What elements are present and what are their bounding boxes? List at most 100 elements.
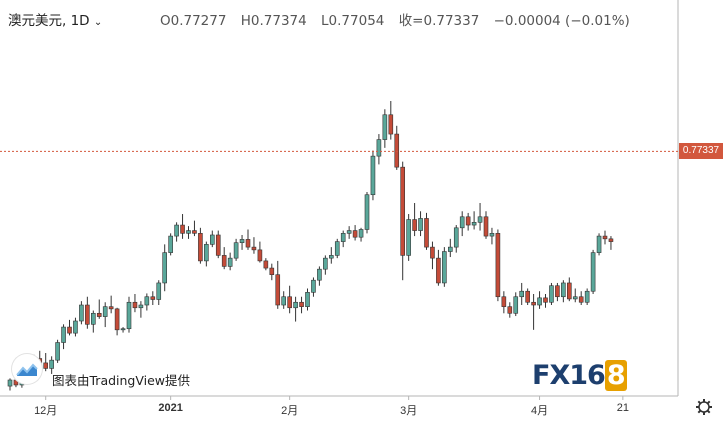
candle-body [227,257,233,267]
candlestick [578,291,584,306]
candle-body [346,230,352,234]
candlestick [108,295,114,314]
candlestick [144,293,150,311]
candlestick [251,237,257,254]
candlestick [400,161,406,281]
candle-body [174,224,179,237]
x-tick-label: 4月 [530,405,549,417]
candle-body [501,296,507,307]
candle-body [120,328,126,331]
candlestick [418,211,423,237]
x-tick-label: 3月 [400,405,418,417]
candlestick [412,203,417,237]
candle-body [561,282,566,298]
candlestick [596,233,602,256]
candlestick [572,288,578,303]
candlestick [323,255,328,275]
candle-body [400,166,406,256]
candle-body [144,296,150,306]
chevron-down-icon: ⌄ [93,17,103,28]
candlestick [73,317,78,337]
symbol-button[interactable]: 澳元美元, 1D ⌄ [8,9,102,29]
candlestick [299,296,304,314]
candlestick [477,203,483,231]
candlestick [424,212,429,250]
x-tick-label: 12月 [34,405,58,417]
candlestick [531,293,536,330]
candle-body [602,235,608,240]
candlestick [489,227,495,245]
candlestick [352,225,358,241]
candlestick [281,291,287,309]
candlestick [317,266,322,286]
candlestick [102,302,108,328]
candlestick [549,282,554,306]
candlestick [566,277,572,302]
candle-body [317,268,322,281]
candlestick [555,282,560,302]
candle-body [204,244,209,262]
candlestick [215,230,221,259]
candlestick [346,226,352,239]
candle-body [364,194,370,230]
candle-body [215,234,221,256]
candle-body [513,296,519,314]
candlestick [584,288,590,306]
attribution-text[interactable]: 图表由TradingView提供 [52,373,191,388]
candle-body [108,306,114,310]
candlestick [483,211,489,239]
candle-body [49,359,54,369]
candle-body [549,285,554,303]
candlestick [340,230,346,248]
candlestick [114,307,120,336]
candle-body [233,242,239,259]
candlestick [287,285,292,314]
open-value: O0.77277 [160,13,227,29]
candlestick [394,125,400,170]
candle-body [198,233,203,262]
candle-body [525,290,530,303]
candlestick [513,292,519,317]
candle-body [263,260,269,269]
candle-body [96,312,102,317]
candle-body [447,246,453,252]
candle-body [79,304,84,322]
candle-body [245,239,251,248]
candlestick [364,191,370,234]
candle-body [489,233,495,237]
candlestick [156,280,162,306]
candle-body [418,218,423,231]
candlestick [227,252,233,271]
candlestick [590,249,596,294]
candle-body [566,282,572,300]
candle-body [495,233,501,298]
tradingview-logo-icon[interactable] [12,354,42,384]
candlestick [430,241,435,270]
candlestick [561,280,566,303]
candle-body [334,241,340,256]
candle-body [578,296,584,303]
candle-body [7,379,13,387]
candle-body [471,222,477,226]
settings-gear-icon[interactable] [693,396,715,418]
candlestick [293,296,298,322]
candle-body [156,282,162,300]
candle-body [311,279,316,293]
candlestick [471,211,477,230]
candlestick [465,212,471,231]
candlestick [168,233,173,256]
candle-body [43,362,49,369]
candle-body [305,292,310,307]
candle-body [67,326,72,334]
watermark-text: FX16 [532,360,606,391]
candlestick [162,244,167,292]
candle-body [370,155,376,196]
candle-body [55,342,60,361]
x-tick-label: 2021 [158,402,183,414]
candlestick [328,247,334,264]
symbol-label: 澳元美元, 1D [8,13,90,29]
candlestick [358,227,364,242]
close-value: 收=0.77337 [398,13,480,29]
candle-body [388,114,394,135]
